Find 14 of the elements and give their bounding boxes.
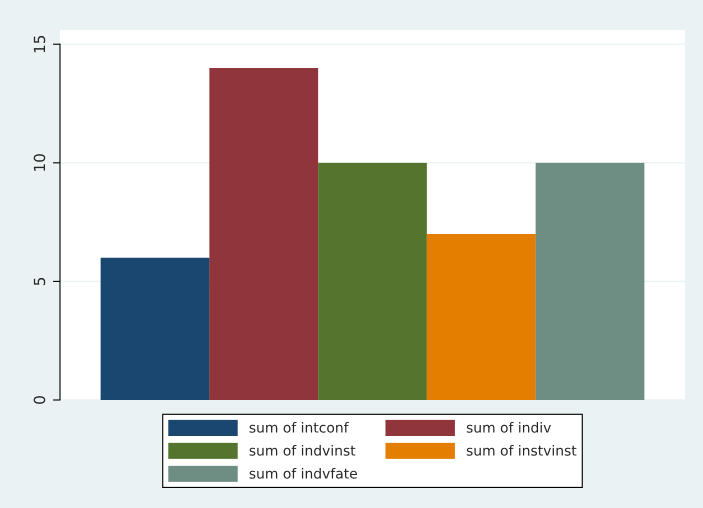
y-tick-label: 5 (34, 278, 46, 286)
y-tick-label: 15 (34, 36, 46, 52)
bar (209, 68, 318, 400)
legend-label: sum of intconf (250, 422, 349, 433)
legend-label: sum of indvinst (250, 444, 356, 456)
bar (318, 162, 427, 400)
bar (100, 258, 210, 400)
bar (426, 234, 536, 400)
legend-label: sum of instvinst (466, 444, 576, 456)
y-tick-label: 10 (34, 154, 46, 171)
legend-label: sum of indvfate (250, 468, 357, 479)
bar (536, 162, 644, 400)
legend-label: sum of indiv (466, 422, 551, 433)
y-tick-label: 0 (34, 396, 46, 404)
